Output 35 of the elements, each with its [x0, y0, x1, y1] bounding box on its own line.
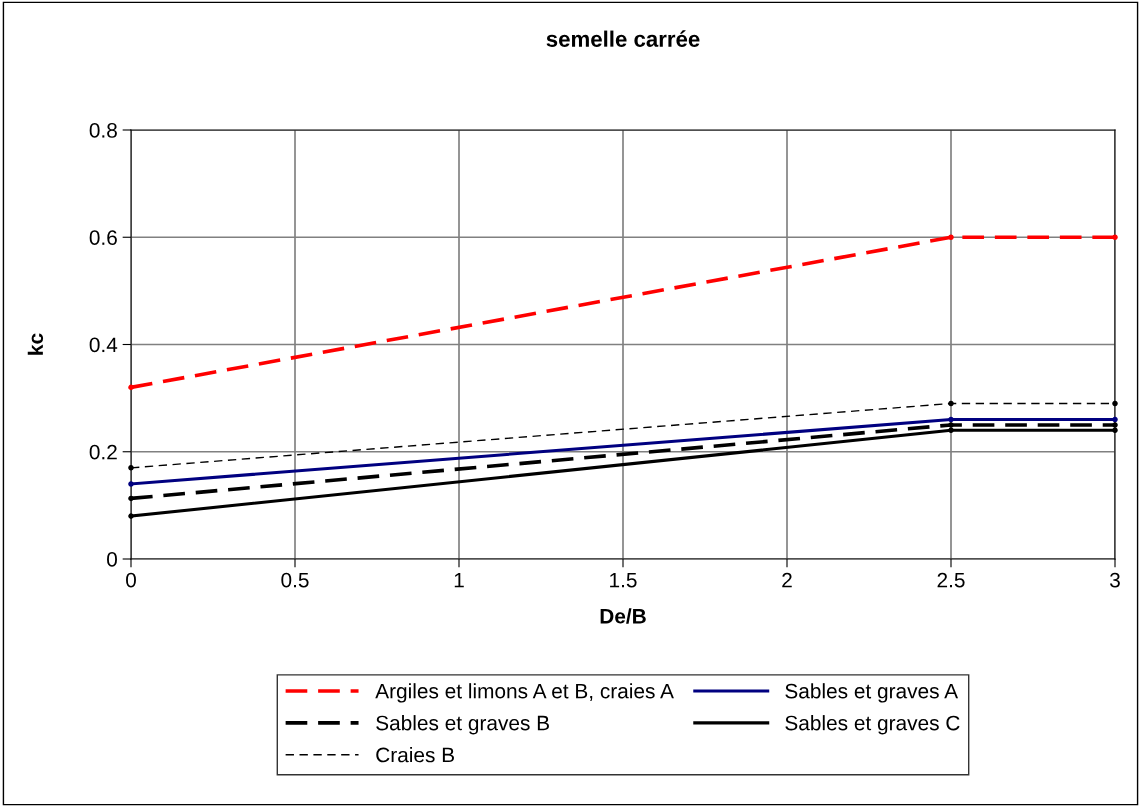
x-tick-label: 1 [454, 572, 464, 588]
y-tick-label: 0.6 [89, 230, 117, 245]
chart-title: semelle carrée [546, 30, 700, 47]
point [128, 465, 134, 471]
x-tick-label: 3 [1110, 572, 1120, 588]
point [948, 400, 954, 407]
y-tick-label: 0.8 [89, 123, 117, 138]
point [128, 384, 134, 391]
point [128, 513, 134, 519]
point [1112, 427, 1118, 434]
legend-label: Sables et graves C [785, 715, 960, 735]
x-tick-label: 2.5 [937, 572, 965, 588]
point [948, 416, 954, 423]
y-tick-label: 0 [107, 552, 117, 567]
point [128, 495, 134, 502]
x-axis-title: De/B [600, 608, 646, 624]
legend-label: Argiles et limons A et B, craies A [375, 683, 674, 703]
y-axis-title: kc [27, 333, 44, 355]
legend-label: Sables et graves B [376, 715, 549, 735]
point [1112, 400, 1118, 407]
point [1112, 416, 1118, 423]
point [1112, 234, 1118, 241]
point [948, 234, 954, 241]
legend-label: Craies B [376, 747, 454, 763]
point [948, 422, 954, 428]
y-tick-label: 0.4 [89, 337, 118, 353]
point [948, 427, 954, 434]
y-tick-label: 0.2 [89, 444, 117, 460]
point [1112, 422, 1118, 428]
legend-label: Sables et graves A [785, 683, 959, 703]
x-tick-label: 1.5 [610, 572, 637, 588]
x-tick-label: 2 [782, 572, 792, 588]
point [128, 481, 134, 487]
x-tick-label: 0 [126, 572, 136, 588]
x-tick-label: 0.5 [281, 572, 309, 588]
